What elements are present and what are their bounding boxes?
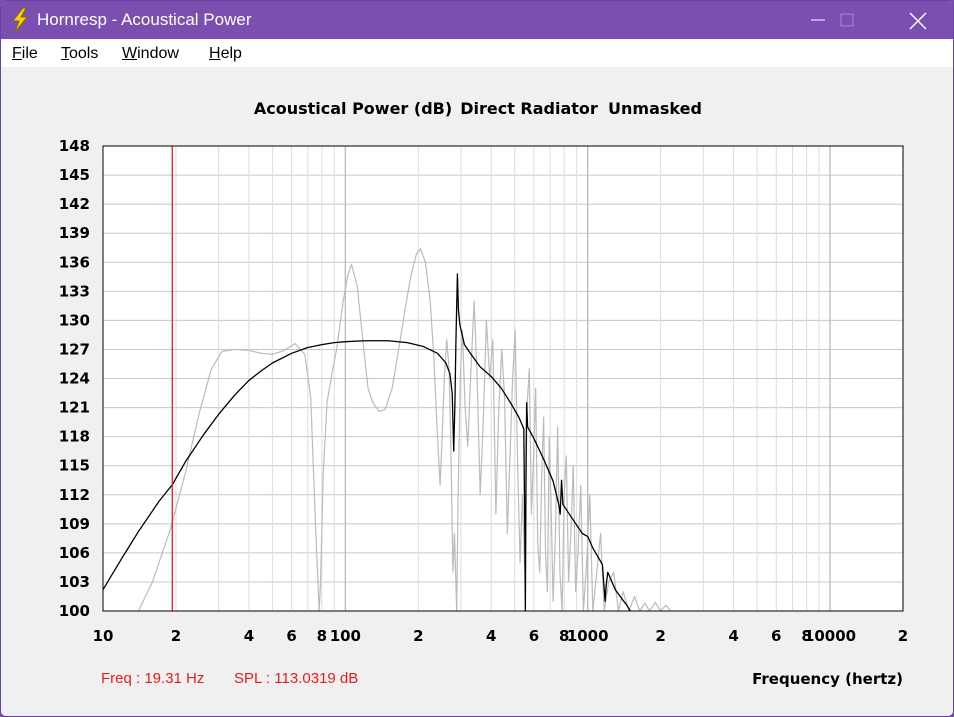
x-tick-label: 8 xyxy=(317,627,327,645)
spl-readout: SPL : 113.0319 dB xyxy=(234,670,359,687)
close-icon xyxy=(909,12,927,30)
menu-tools[interactable]: Tools xyxy=(61,45,99,62)
x-tick-label: 2 xyxy=(898,627,908,645)
x-tick-label: 4 xyxy=(486,627,496,645)
x-tick-label: 6 xyxy=(286,627,296,645)
x-tick-label: 6 xyxy=(771,627,781,645)
chart-subtitle-mode: Direct Radiator xyxy=(460,99,598,118)
y-tick-label: 127 xyxy=(59,340,90,358)
x-tick-label: 10 xyxy=(93,627,114,645)
series-line-grey xyxy=(137,248,672,612)
y-tick-label: 100 xyxy=(59,602,90,620)
freq-readout: Freq : 19.31 Hz xyxy=(101,670,205,687)
y-tick-labels: 100 103 106 109 112 115 118 121 124 127 130 133 136 1… xyxy=(59,137,90,620)
menu-window[interactable]: Window xyxy=(122,45,179,62)
minimize-icon xyxy=(811,19,825,21)
x-tick-label: 2 xyxy=(171,627,181,645)
y-tick-label: 133 xyxy=(59,282,90,300)
x-tick-label: 8 xyxy=(559,627,569,645)
close-button[interactable] xyxy=(894,1,940,39)
y-tick-label: 142 xyxy=(59,195,90,213)
y-tick-label: 136 xyxy=(59,253,90,271)
menu-file[interactable]: File xyxy=(12,45,38,62)
x-tick-label: 1000 xyxy=(567,627,609,645)
menu-bar: File Tools Window Help xyxy=(1,39,953,67)
x-tick-label: 100 xyxy=(330,627,361,645)
x-tick-label: 2 xyxy=(655,627,665,645)
menu-help[interactable]: Help xyxy=(209,45,242,62)
x-tick-label: 6 xyxy=(529,627,539,645)
plot-frame xyxy=(102,145,904,612)
y-tick-label: 145 xyxy=(59,166,90,184)
y-tick-label: 112 xyxy=(59,486,90,504)
x-tick-label: 10000 xyxy=(804,627,856,645)
y-tick-label: 103 xyxy=(59,573,90,591)
y-tick-label: 121 xyxy=(59,399,90,417)
chart-title: Acoustical Power (dB) xyxy=(254,99,452,118)
y-tick-label: 148 xyxy=(59,137,90,155)
x-axis-label: Frequency (hertz) xyxy=(752,670,903,688)
x-tick-label: 2 xyxy=(413,627,423,645)
acoustical-power-chart[interactable]: Acoustical Power (dB) Direct Radiator Un… xyxy=(1,67,953,717)
chart-area: Acoustical Power (dB) Direct Radiator Un… xyxy=(1,67,953,717)
series-layer xyxy=(102,248,672,612)
maximize-button[interactable] xyxy=(824,1,870,39)
y-tick-label: 130 xyxy=(59,311,90,329)
title-bar[interactable]: Hornresp - Acoustical Power xyxy=(1,1,953,39)
chart-subtitle-mask: Unmasked xyxy=(608,99,702,118)
maximize-icon xyxy=(840,13,854,27)
y-tick-label: 115 xyxy=(59,457,90,475)
series-line-black xyxy=(102,273,631,612)
x-tick-label: 4 xyxy=(728,627,738,645)
x-tick-label: 4 xyxy=(244,627,254,645)
x-tick-label: 8 xyxy=(801,627,811,645)
y-tick-label: 118 xyxy=(59,428,90,446)
y-tick-label: 139 xyxy=(59,224,90,242)
y-tick-label: 109 xyxy=(59,515,90,533)
lightning-bolt-icon xyxy=(9,7,31,33)
y-tick-label: 106 xyxy=(59,544,90,562)
y-tick-label: 124 xyxy=(59,370,90,388)
minimize-button[interactable] xyxy=(795,1,841,39)
window-title: Hornresp - Acoustical Power xyxy=(37,10,252,29)
